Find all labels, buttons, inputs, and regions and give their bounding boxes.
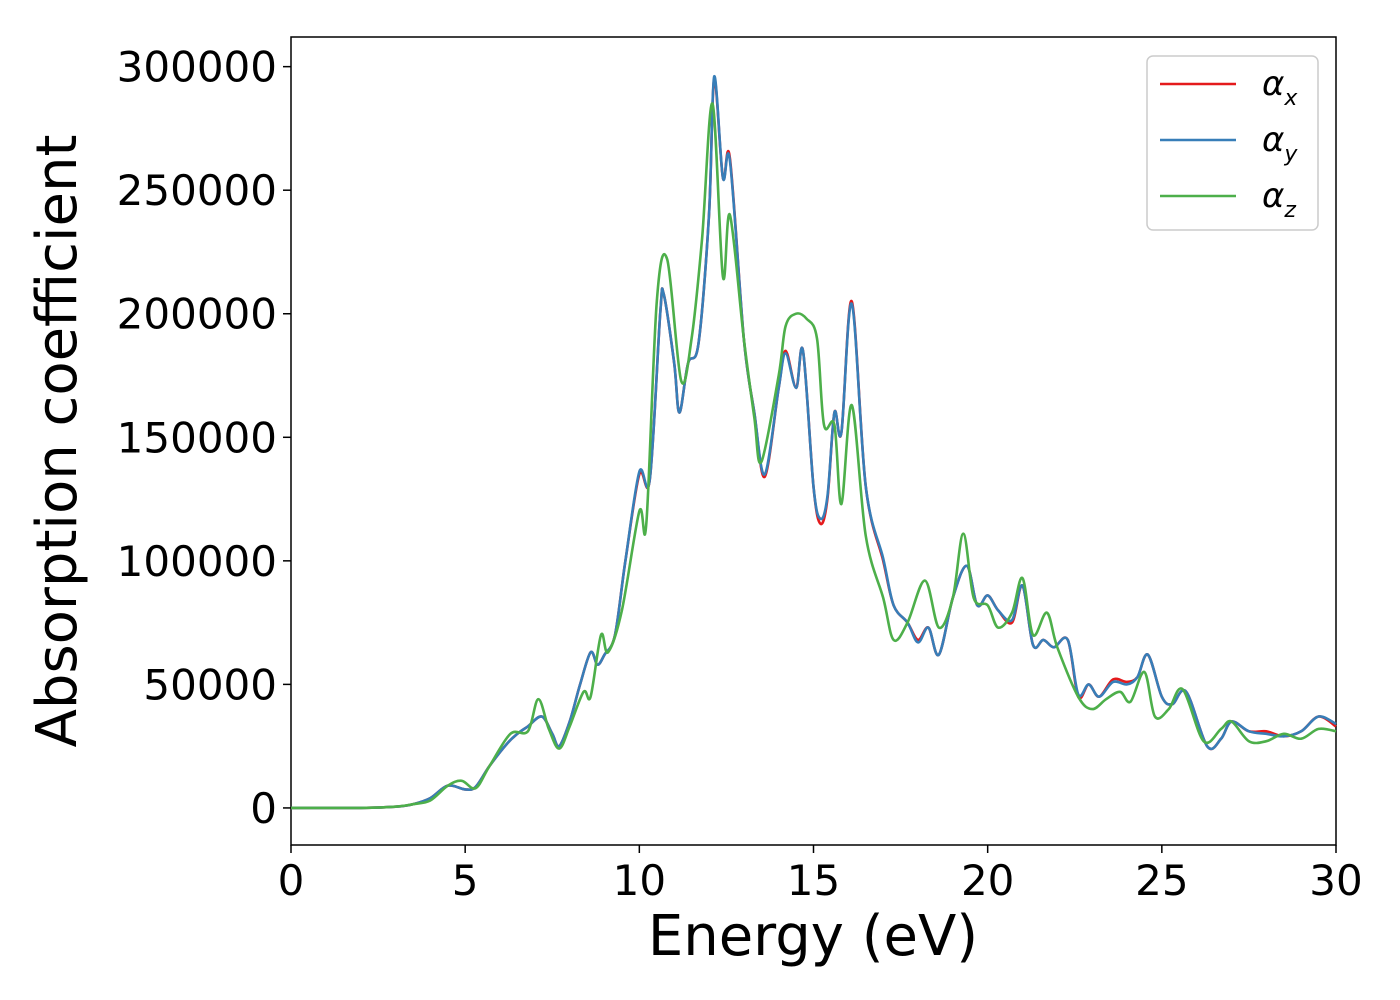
x-tick-label: 20 xyxy=(961,856,1014,905)
x-tick-label: 30 xyxy=(1309,856,1362,905)
series-lines xyxy=(290,75,1337,810)
series-line-y xyxy=(290,75,1337,810)
x-tick-label: 10 xyxy=(613,856,666,905)
legend-box xyxy=(1146,55,1319,231)
y-tick-label: 300000 xyxy=(117,43,277,92)
y-tick-label: 150000 xyxy=(117,413,277,462)
series-line-z xyxy=(290,102,1337,810)
y-tick-label: 50000 xyxy=(143,660,277,709)
x-axis-label: Energy (eV) xyxy=(648,904,978,969)
legend: αx αy αz xyxy=(1146,55,1319,231)
legend-label-y: αy xyxy=(1262,120,1298,167)
y-tick-label: 0 xyxy=(250,784,277,833)
x-tick-label: 0 xyxy=(278,856,305,905)
y-tick-label: 250000 xyxy=(117,166,277,215)
legend-label-z: αz xyxy=(1262,176,1296,223)
y-tick-label: 200000 xyxy=(117,290,277,339)
y-tick-label: 100000 xyxy=(117,537,277,586)
x-axis-ticks: 0 5 10 15 20 25 30 xyxy=(278,845,1363,905)
legend-label-x: αx xyxy=(1262,64,1298,111)
x-tick-label: 15 xyxy=(787,856,840,905)
x-tick-label: 5 xyxy=(452,856,479,905)
x-tick-label: 25 xyxy=(1135,856,1188,905)
y-axis-label: Absorption coefficient xyxy=(25,135,90,748)
y-axis-ticks: 0 50000 100000 150000 200000 250000 300000 xyxy=(117,43,291,833)
